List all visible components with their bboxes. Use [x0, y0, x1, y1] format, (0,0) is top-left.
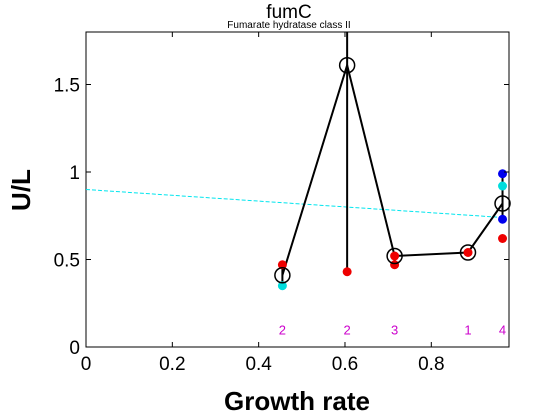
data-point-4: [390, 251, 400, 261]
plot-frame: [85, 31, 510, 348]
mean-marker-2: [386, 247, 403, 265]
y-tick-label-0: 0: [69, 338, 80, 359]
y-axis-ticks: 0 0.5 1 1.5: [54, 76, 509, 359]
y-tick-label-1: 0.5: [54, 251, 80, 272]
data-point-2: [342, 267, 352, 277]
trend-line: [85, 189, 503, 218]
data-point-1: [277, 281, 287, 291]
data-point-6: [498, 169, 508, 179]
count-label-4: 4: [499, 323, 506, 338]
mean-marker-layer: [274, 57, 511, 284]
x-tick-label-3: 0.6: [332, 354, 358, 375]
mean-marker-4: [494, 195, 511, 212]
data-point-3: [390, 260, 400, 270]
x-axis-label: Growth rate: [224, 386, 370, 416]
data-point-5: [463, 248, 473, 257]
count-label-layer: 2 2 3 1 4: [279, 323, 506, 338]
count-label-1: 2: [344, 323, 351, 338]
x-tick-label-0: 0: [81, 354, 92, 375]
mean-marker-0: [274, 267, 291, 284]
data-point-9: [498, 234, 508, 243]
y-axis-label: U/L: [6, 169, 36, 211]
mean-marker-1: [338, 57, 356, 74]
x-tick-label-1: 0.2: [159, 354, 185, 375]
data-point-7: [498, 181, 508, 191]
count-label-3: 1: [464, 323, 471, 338]
chart-title: fumC: [266, 2, 311, 23]
data-point-8: [498, 214, 508, 224]
count-label-0: 2: [279, 323, 286, 338]
x-tick-label-2: 0.4: [245, 354, 272, 375]
chart-subtitle: Fumarate hydratase class II: [227, 20, 350, 31]
mean-marker-3: [459, 244, 477, 261]
y-tick-label-2: 1: [69, 163, 80, 184]
data-point-0: [277, 260, 287, 270]
x-axis-ticks: 0 0.2 0.4 0.6 0.8: [81, 32, 445, 375]
x-tick-label-4: 0.8: [418, 354, 444, 375]
trend-line-layer: [85, 189, 503, 218]
count-label-2: 3: [391, 323, 398, 338]
y-tick-label-3: 1.5: [54, 76, 80, 97]
